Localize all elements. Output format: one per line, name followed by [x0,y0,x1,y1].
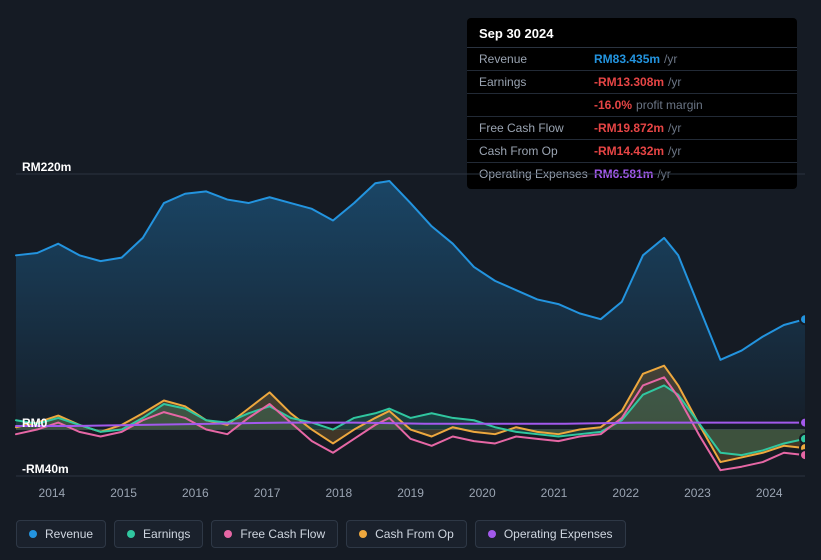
legend-label: Free Cash Flow [240,527,325,541]
legend-item-earnings[interactable]: Earnings [114,520,203,548]
legend-label: Earnings [143,527,190,541]
x-axis: 2014201520162017201820192020202120222023… [16,486,805,500]
y-tick-label: RM0 [22,416,47,430]
x-tick-label: 2024 [733,486,805,500]
legend-dot [488,530,496,538]
x-tick-label: 2019 [375,486,447,500]
legend-dot [29,530,37,538]
x-tick-label: 2015 [88,486,160,500]
x-tick-label: 2021 [518,486,590,500]
y-tick-label: RM220m [22,160,71,174]
chart-legend: Revenue Earnings Free Cash Flow Cash From O… [16,520,626,548]
x-tick-label: 2017 [231,486,303,500]
legend-item-revenue[interactable]: Revenue [16,520,106,548]
legend-item-cash-from-op[interactable]: Cash From Op [346,520,467,548]
x-tick-label: 2022 [590,486,662,500]
x-tick-label: 2020 [446,486,518,500]
y-tick-label: -RM40m [22,462,69,476]
x-tick-label: 2016 [159,486,231,500]
legend-dot [359,530,367,538]
x-tick-label: 2018 [303,486,375,500]
financial-chart [0,0,805,482]
legend-dot [224,530,232,538]
legend-item-free-cash-flow[interactable]: Free Cash Flow [211,520,338,548]
legend-dot [127,530,135,538]
legend-label: Revenue [45,527,93,541]
x-tick-label: 2023 [662,486,734,500]
x-tick-label: 2014 [16,486,88,500]
legend-item-operating-expenses[interactable]: Operating Expenses [475,520,626,548]
legend-label: Cash From Op [375,527,454,541]
legend-label: Operating Expenses [504,527,613,541]
